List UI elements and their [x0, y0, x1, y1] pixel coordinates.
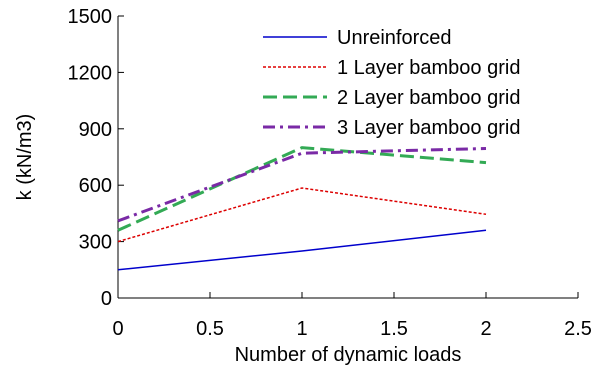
- series-line-1: [117, 229, 487, 271]
- y-tick-label: 300: [79, 232, 112, 254]
- series-line-2: [117, 187, 487, 243]
- y-tick-label: 600: [79, 175, 112, 197]
- x-axis-ticks: 0 0.5 1 1.5 2 2.5: [112, 292, 592, 340]
- y-tick-label: 1500: [68, 6, 113, 28]
- series-lines: [117, 146, 487, 271]
- y-axis-ticks: 0 300 600 900 1200 1500: [68, 6, 124, 310]
- series-line-3: [117, 146, 487, 232]
- legend-label-3: 2 Layer bamboo grid: [337, 87, 520, 109]
- y-tick-label: 0: [101, 288, 112, 310]
- legend-label-2: 1 Layer bamboo grid: [337, 57, 520, 79]
- series-line-4: [117, 147, 487, 223]
- y-tick-label: 1200: [68, 62, 113, 84]
- x-tick-label: 1.5: [380, 318, 408, 340]
- legend-label-1: Unreinforced: [337, 27, 452, 49]
- legend: Unreinforced 1 Layer bamboo grid 2 Layer b…: [263, 27, 520, 139]
- x-tick-label: 0.5: [196, 318, 224, 340]
- legend-label-4: 3 Layer bamboo grid: [337, 117, 520, 139]
- plot-area: [117, 16, 578, 299]
- x-tick-label: 0: [112, 318, 123, 340]
- x-tick-label: 2: [480, 318, 491, 340]
- x-axis-title: Number of dynamic loads: [235, 344, 462, 366]
- x-tick-label: 2.5: [564, 318, 592, 340]
- y-tick-label: 900: [79, 119, 112, 141]
- y-axis-title: k (kN/m3): [14, 114, 36, 201]
- x-tick-label: 1: [296, 318, 307, 340]
